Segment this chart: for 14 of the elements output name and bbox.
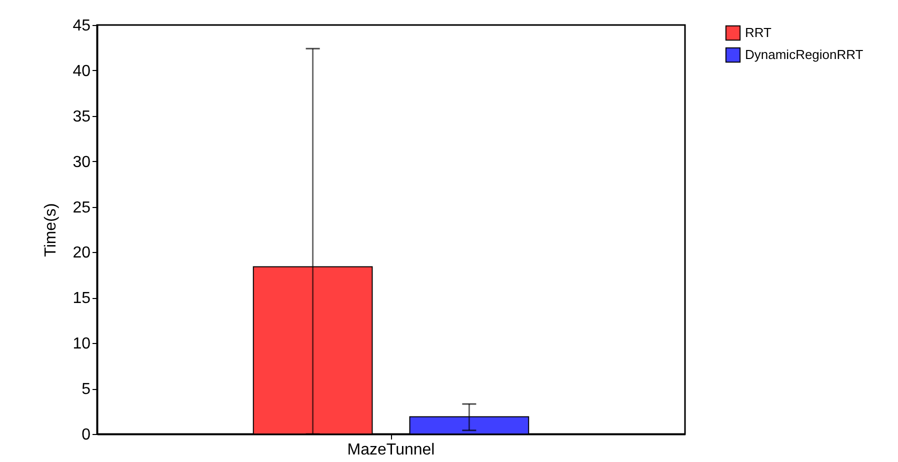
- y-tick-label: 35: [72, 108, 91, 126]
- y-tick-label: 5: [82, 381, 91, 398]
- y-tick-label: 30: [72, 154, 91, 171]
- y-axis-title: Time(s): [42, 203, 60, 257]
- y-tick-label: 40: [72, 62, 91, 80]
- y-tick-label: 25: [72, 199, 91, 216]
- x-tick-label: MazeTunnel: [347, 442, 435, 458]
- y-tick-label: 20: [72, 244, 91, 262]
- legend-label: RRT: [745, 25, 772, 40]
- y-tick-label: 10: [72, 336, 91, 353]
- y-tick-label: 45: [72, 18, 91, 34]
- legend-label: DynamicRegionRRT: [745, 47, 864, 62]
- y-tick-label: 15: [72, 290, 91, 308]
- y-tick-label: 0: [82, 426, 91, 444]
